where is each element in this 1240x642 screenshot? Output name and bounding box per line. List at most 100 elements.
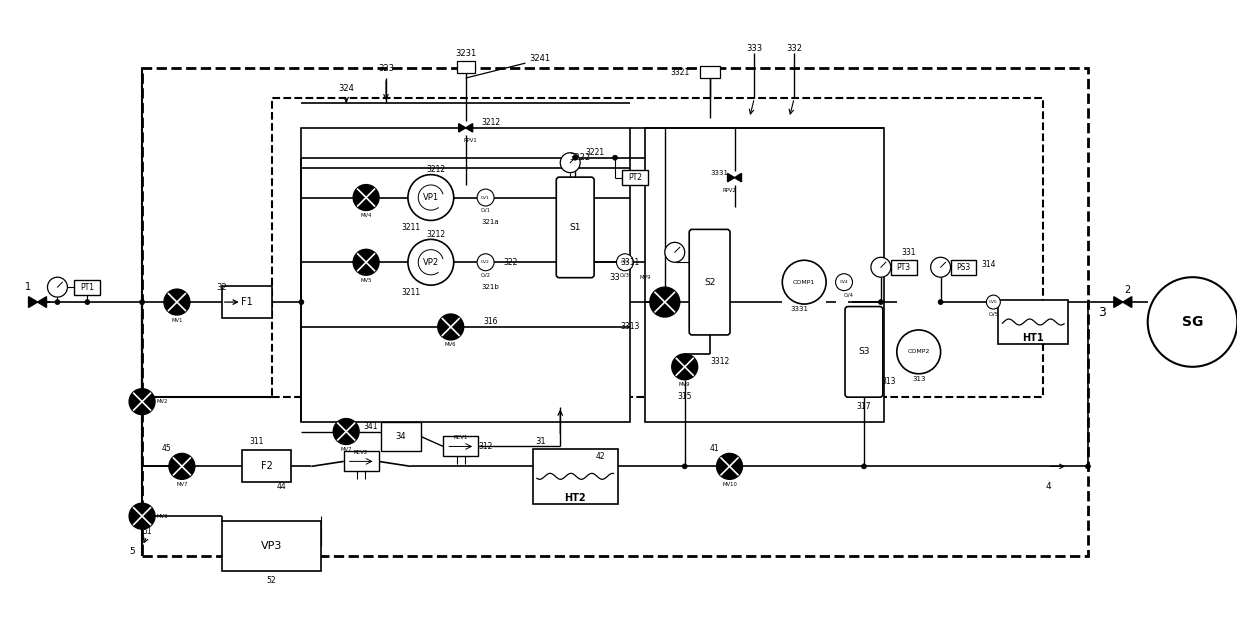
Text: HT2: HT2 bbox=[564, 492, 587, 503]
Text: 3222: 3222 bbox=[569, 153, 590, 162]
Circle shape bbox=[1148, 277, 1238, 367]
Text: PT3: PT3 bbox=[897, 263, 911, 272]
Text: CV2: CV2 bbox=[481, 273, 491, 278]
Text: 34: 34 bbox=[396, 432, 407, 441]
Circle shape bbox=[353, 249, 379, 275]
Bar bbox=[222, 286, 272, 318]
Text: S2: S2 bbox=[704, 278, 715, 287]
Bar bbox=[533, 449, 618, 504]
Circle shape bbox=[836, 273, 852, 291]
Text: 1: 1 bbox=[25, 282, 31, 292]
Circle shape bbox=[931, 257, 951, 277]
Text: 313: 313 bbox=[911, 376, 925, 382]
Text: 315: 315 bbox=[677, 392, 692, 401]
Circle shape bbox=[477, 254, 494, 271]
Text: MV9: MV9 bbox=[639, 275, 651, 280]
Text: 322: 322 bbox=[503, 257, 517, 267]
Circle shape bbox=[782, 260, 826, 304]
Text: 313: 313 bbox=[882, 377, 897, 386]
Bar bbox=[143, 68, 1087, 556]
Circle shape bbox=[682, 464, 687, 469]
Circle shape bbox=[169, 453, 195, 480]
Polygon shape bbox=[459, 124, 466, 132]
Text: COMP1: COMP1 bbox=[794, 280, 816, 284]
Text: 33: 33 bbox=[610, 273, 620, 282]
Circle shape bbox=[1085, 464, 1090, 469]
Circle shape bbox=[438, 314, 464, 340]
Circle shape bbox=[613, 155, 618, 160]
Text: 5: 5 bbox=[129, 546, 135, 555]
Text: 314: 314 bbox=[981, 260, 996, 269]
Bar bbox=[443, 437, 479, 456]
Polygon shape bbox=[1114, 297, 1122, 308]
Circle shape bbox=[334, 419, 360, 444]
Text: CV4: CV4 bbox=[844, 293, 854, 298]
Text: MV2: MV2 bbox=[156, 399, 167, 404]
Circle shape bbox=[55, 300, 60, 304]
Text: 316: 316 bbox=[484, 318, 497, 327]
Circle shape bbox=[665, 242, 684, 262]
Bar bbox=[699, 66, 719, 78]
Text: 311: 311 bbox=[249, 437, 264, 446]
Circle shape bbox=[140, 300, 145, 304]
Text: 312: 312 bbox=[479, 442, 492, 451]
Text: 41: 41 bbox=[709, 444, 719, 453]
Bar bbox=[74, 280, 100, 295]
Text: MV1: MV1 bbox=[171, 318, 182, 322]
Text: 51: 51 bbox=[143, 526, 151, 535]
Text: 3311: 3311 bbox=[620, 257, 640, 267]
Text: 3241: 3241 bbox=[529, 54, 551, 63]
Circle shape bbox=[717, 453, 743, 480]
Circle shape bbox=[84, 300, 89, 304]
Bar bbox=[381, 422, 420, 451]
Text: PT1: PT1 bbox=[81, 282, 94, 291]
Text: 324: 324 bbox=[339, 83, 355, 92]
Circle shape bbox=[560, 153, 580, 173]
Text: 42: 42 bbox=[595, 452, 605, 461]
Text: 3312: 3312 bbox=[711, 358, 729, 367]
Circle shape bbox=[129, 388, 155, 415]
Text: CV5: CV5 bbox=[988, 311, 998, 317]
Text: 3231: 3231 bbox=[455, 49, 476, 58]
Text: MV4: MV4 bbox=[361, 213, 372, 218]
Text: MV7: MV7 bbox=[341, 447, 352, 452]
Text: F2: F2 bbox=[260, 462, 273, 471]
Text: CV5: CV5 bbox=[990, 300, 998, 304]
Text: SG: SG bbox=[1182, 315, 1203, 329]
Bar bbox=[272, 98, 1043, 397]
Circle shape bbox=[47, 277, 67, 297]
Text: 331: 331 bbox=[901, 248, 916, 257]
Text: CV2: CV2 bbox=[481, 260, 490, 265]
Text: 332: 332 bbox=[786, 44, 802, 53]
Text: 341: 341 bbox=[363, 422, 378, 431]
Text: MV7: MV7 bbox=[176, 482, 187, 487]
Circle shape bbox=[408, 175, 454, 220]
Circle shape bbox=[878, 300, 883, 304]
Bar bbox=[343, 451, 378, 471]
Text: 3212: 3212 bbox=[481, 118, 500, 127]
Text: 3221: 3221 bbox=[585, 148, 605, 157]
Polygon shape bbox=[29, 297, 37, 308]
Text: MV9: MV9 bbox=[680, 382, 691, 387]
Text: 3313: 3313 bbox=[620, 322, 640, 331]
Bar bbox=[242, 451, 291, 482]
Circle shape bbox=[616, 254, 634, 271]
Polygon shape bbox=[37, 297, 46, 308]
Text: 43: 43 bbox=[341, 437, 351, 446]
Text: 3331: 3331 bbox=[711, 169, 729, 176]
Text: RPV1: RPV1 bbox=[464, 138, 477, 143]
Text: MV3: MV3 bbox=[156, 514, 167, 519]
Text: VP2: VP2 bbox=[423, 257, 439, 267]
Circle shape bbox=[672, 354, 698, 380]
Circle shape bbox=[986, 295, 1001, 309]
Circle shape bbox=[408, 239, 454, 285]
Circle shape bbox=[477, 189, 494, 206]
Text: 321b: 321b bbox=[481, 284, 500, 290]
Text: 31: 31 bbox=[534, 437, 546, 446]
Circle shape bbox=[353, 185, 379, 211]
Text: F1: F1 bbox=[241, 297, 253, 307]
Text: S3: S3 bbox=[858, 347, 869, 356]
Bar bbox=[951, 260, 976, 275]
Text: RPV2: RPV2 bbox=[723, 188, 737, 193]
Text: 3: 3 bbox=[1097, 306, 1106, 318]
